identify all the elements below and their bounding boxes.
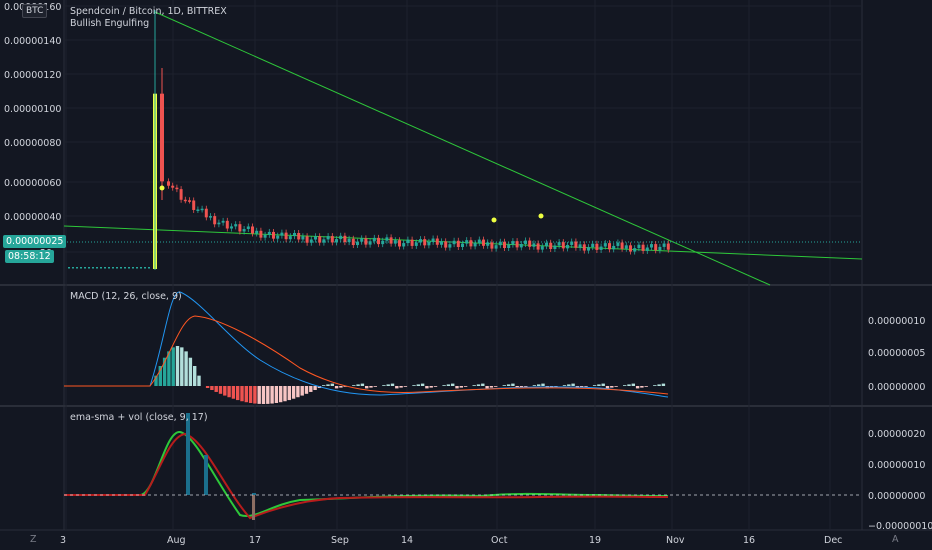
x-tick-label: Sep [331,535,349,546]
y-tick-label: 0.00000120 [4,70,61,81]
zoom-icon[interactable]: Z [30,534,37,545]
last-price-tag: 0.00000025 [3,235,67,248]
x-tick-label: 16 [743,535,755,546]
x-axis: 3 Aug 17 Sep 14 Oct 19 Nov 16 Dec [60,535,842,546]
y-tick-label: 0.00000100 [4,104,61,115]
x-tick-label: 14 [401,535,413,546]
grid-lines [64,0,862,530]
x-tick-label: Nov [666,535,685,546]
auto-scale-icon[interactable]: A [892,534,899,545]
y-tick-label: 0.00000040 [4,212,61,223]
macd-y-tick: 0.00000000 [868,382,925,393]
macd-plot [64,291,669,404]
macd-title: MACD (12, 26, close, 9) [70,291,182,302]
vol-y-tick: −0.00000010 [868,521,932,532]
vol-y-tick: 0.00000020 [868,429,925,440]
x-tick-label: Aug [167,535,186,546]
x-tick-label: 19 [589,535,601,546]
macd-y-tick: 0.00000010 [868,316,925,327]
candles [68,10,670,270]
y-tick-label: 0.00000080 [4,138,61,149]
pattern-label: Bullish Engulfing [70,18,150,29]
y-tick-label: 0.00000140 [4,36,61,47]
x-tick-label: 17 [249,535,261,546]
x-tick-label: 3 [60,535,66,546]
vol-y-tick: 0.00000000 [868,491,925,502]
vol-y-tick: 0.00000010 [868,460,925,471]
symbol-title: Spendcoin / Bitcoin, 1D, BITTREX [70,6,227,17]
y-tick-label: 0.00000060 [4,178,61,189]
x-tick-label: Dec [824,535,842,546]
macd-y-tick: 0.00000005 [868,348,925,359]
x-tick-label: Oct [491,535,508,546]
countdown-tag: 08:58:12 [5,250,54,263]
currency-badge[interactable]: BTC [22,4,48,18]
vol-title: ema-sma + vol (close, 9, 17) [70,412,208,423]
trendline-down[interactable] [154,11,771,286]
vol-plot [64,413,669,520]
